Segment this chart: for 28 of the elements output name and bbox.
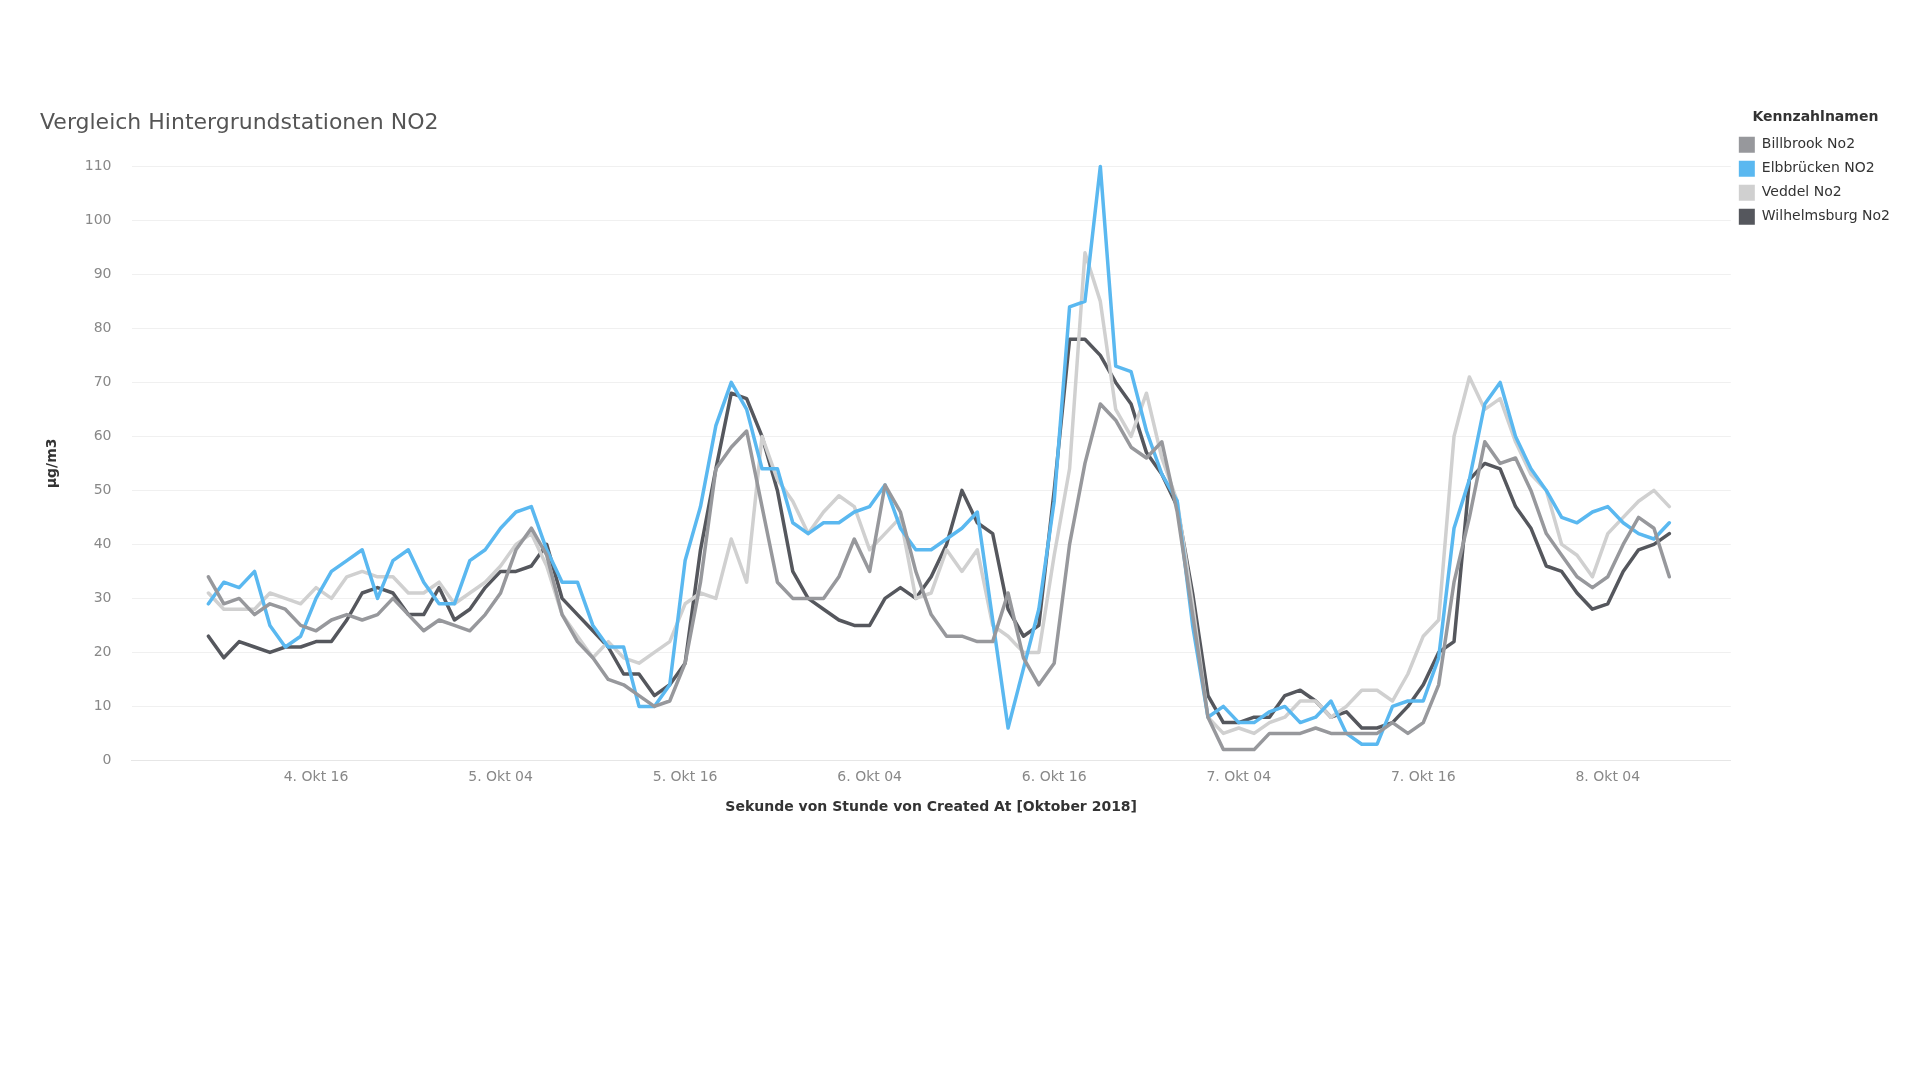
y-tick-label: 40 [93, 535, 112, 552]
x-tick-label: 8. Okt 04 [1575, 768, 1641, 785]
y-tick-label: 110 [84, 157, 112, 174]
x-tick-label: 5. Okt 16 [652, 768, 718, 785]
y-axis-title: µg/m3 [43, 438, 60, 489]
y-tick-label: 90 [93, 265, 112, 282]
x-axis-title: Sekunde von Stunde von Created At [Oktober 2018] [725, 798, 1138, 815]
y-tick-label: 60 [93, 427, 112, 444]
y-tick-label: 50 [93, 481, 112, 498]
legend-label: Billbrook No2 [1761, 135, 1856, 152]
y-tick-label: 30 [93, 589, 112, 606]
legend-label: Wilhelmsburg No2 [1761, 207, 1891, 224]
y-tick-label: 80 [93, 319, 112, 336]
y-tick-label: 0 [102, 751, 112, 768]
legend-label: Veddel No2 [1761, 183, 1842, 200]
x-tick-label: 7. Okt 16 [1390, 768, 1456, 785]
x-tick-label: 6. Okt 16 [1021, 768, 1087, 785]
y-tick-label: 10 [93, 697, 112, 714]
y-tick-label: 20 [93, 643, 112, 660]
legend-label: Elbbrücken NO2 [1761, 159, 1875, 176]
y-tick-label: 100 [84, 211, 112, 228]
legend-title: Kennzahlnamen [1752, 107, 1879, 124]
y-tick-label: 70 [93, 373, 112, 390]
chart-title: Vergleich Hintergrundstationen NO2 [40, 108, 439, 134]
x-tick-label: 7. Okt 04 [1206, 768, 1272, 785]
x-tick-label: 5. Okt 04 [468, 768, 534, 785]
x-tick-label: 6. Okt 04 [837, 768, 903, 785]
x-tick-label: 4. Okt 16 [283, 768, 349, 785]
